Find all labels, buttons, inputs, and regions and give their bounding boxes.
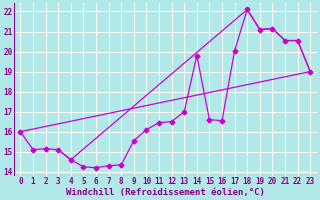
X-axis label: Windchill (Refroidissement éolien,°C): Windchill (Refroidissement éolien,°C) [66, 188, 265, 197]
